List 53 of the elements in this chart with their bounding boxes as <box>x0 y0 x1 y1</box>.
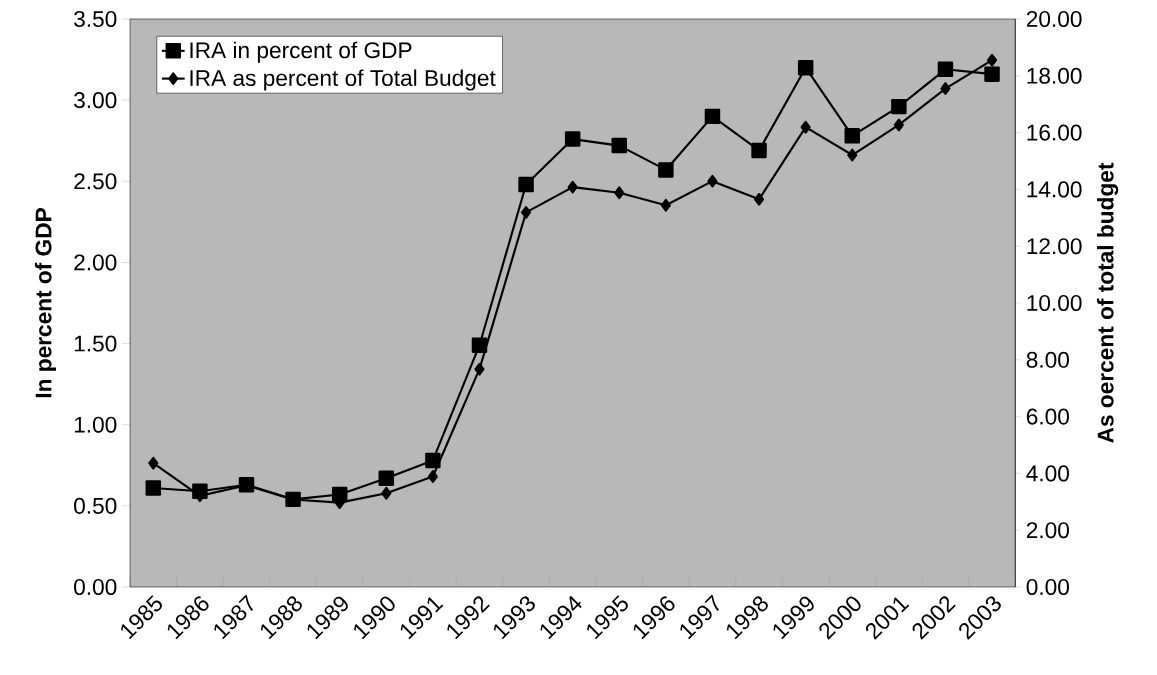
point <box>940 82 951 95</box>
point <box>984 66 1000 82</box>
point <box>611 137 628 154</box>
point <box>844 128 860 144</box>
point <box>800 120 811 134</box>
point <box>567 180 578 194</box>
point <box>614 186 625 200</box>
point <box>518 176 534 193</box>
point <box>660 198 671 212</box>
point <box>658 162 674 178</box>
y2-tick-label: 6.00 <box>1026 408 1069 425</box>
y2-tick-label: 20.00 <box>1026 10 1082 28</box>
y-tick-label: 0.50 <box>74 497 117 514</box>
y-tick-label: 1.00 <box>74 416 117 433</box>
point <box>753 192 765 206</box>
y2-tick-label: 16.00 <box>1027 124 1082 141</box>
point <box>521 206 532 219</box>
point <box>471 337 488 353</box>
y2-tick-label: 12.00 <box>1027 238 1082 255</box>
y2-axis-title: As oercent of total budget <box>1096 162 1119 443</box>
y-axis-title: In percent of GDP <box>34 208 57 398</box>
point <box>425 452 441 469</box>
point <box>427 470 438 483</box>
y2-tick-label: 14.00 <box>1027 181 1082 198</box>
point <box>937 61 954 78</box>
y2-tick-label: 10.00 <box>1027 294 1082 312</box>
y-tick-label: 0.00 <box>74 578 117 596</box>
point <box>378 470 395 487</box>
point <box>751 142 767 159</box>
y-tick-label: 3.50 <box>74 10 117 28</box>
y2-tick-label: 2.00 <box>1026 522 1069 539</box>
point <box>707 174 718 188</box>
point <box>145 480 162 496</box>
point <box>564 131 581 147</box>
point <box>893 118 904 132</box>
point <box>891 98 907 115</box>
legend-label: IRA in percent of GDP <box>190 41 412 63</box>
point <box>847 148 858 162</box>
legend-label: IRA as percent of Total Budget <box>190 69 496 91</box>
point <box>148 456 159 470</box>
y-tick-label: 1.50 <box>74 335 117 352</box>
point <box>474 362 485 376</box>
y2-tick-label: 8.00 <box>1026 351 1069 368</box>
point <box>381 486 392 500</box>
y-tick-label: 2.50 <box>74 173 117 190</box>
y-tick-label: 3.00 <box>74 92 117 109</box>
y2-tick-label: 4.00 <box>1026 465 1069 482</box>
y2-tick-label: 0.00 <box>1026 578 1069 596</box>
point <box>797 59 814 76</box>
y-tick-label: 2.00 <box>74 254 117 271</box>
point <box>986 53 998 67</box>
point <box>704 108 721 125</box>
y2-tick-label: 18.00 <box>1027 67 1082 84</box>
